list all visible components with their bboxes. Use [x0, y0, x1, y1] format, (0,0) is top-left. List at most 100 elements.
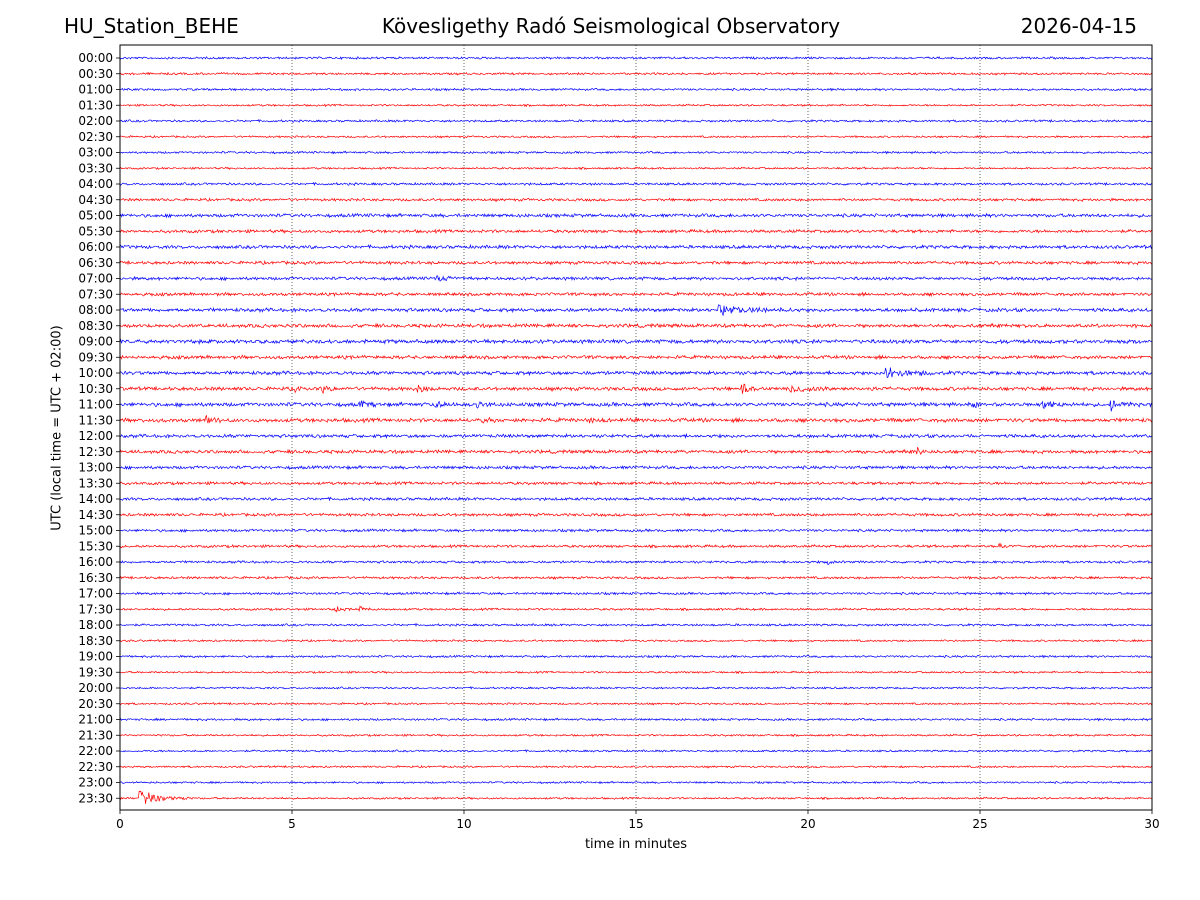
y-tick-label: 22:00	[78, 744, 113, 758]
y-tick-label: 17:00	[78, 587, 113, 601]
plot-frame	[119, 44, 1153, 811]
trace-2100	[119, 717, 1153, 722]
trace-0130	[119, 103, 1153, 108]
x-tick-label: 25	[972, 817, 987, 831]
trace-1530	[119, 542, 1153, 549]
trace-1030	[119, 383, 1152, 395]
trace-1630	[119, 575, 1153, 580]
trace-0730	[119, 291, 1153, 298]
trace-2000	[119, 686, 1153, 690]
trace-1200	[119, 432, 1153, 439]
y-tick-label: 13:00	[78, 461, 113, 475]
trace-0630	[119, 259, 1153, 266]
trace-1800	[119, 622, 1153, 627]
trace-1730	[119, 605, 1153, 613]
x-tick-label: 30	[1144, 817, 1159, 831]
y-tick-label: 18:30	[78, 634, 113, 648]
y-tick-label: 06:00	[78, 240, 113, 254]
y-tick-label: 08:00	[78, 303, 113, 317]
y-tick-label: 21:30	[78, 728, 113, 742]
y-tick-label: 09:30	[78, 350, 113, 364]
y-tick-label: 15:30	[78, 539, 113, 553]
y-tick-label: 16:00	[78, 555, 113, 569]
y-tick-label: 00:30	[78, 67, 113, 81]
y-tick-label: 03:30	[78, 161, 113, 175]
y-tick-label: 10:30	[78, 382, 113, 396]
y-tick-label: 13:30	[78, 476, 113, 490]
y-tick-label: 18:00	[78, 618, 113, 632]
y-tick-label: 12:00	[78, 429, 113, 443]
trace-0030	[119, 71, 1153, 76]
x-tick-label: 5	[288, 817, 296, 831]
trace-1000	[119, 367, 1153, 379]
trace-0100	[119, 87, 1153, 92]
y-tick-label: 11:30	[78, 413, 113, 427]
trace-0900	[119, 338, 1153, 345]
trace-2300	[119, 780, 1153, 785]
trace-0930	[119, 354, 1153, 361]
x-tick-label: 10	[456, 817, 471, 831]
y-tick-label: 04:00	[78, 177, 113, 191]
y-tick-label: 23:30	[78, 791, 113, 805]
trace-0430	[120, 197, 1153, 203]
x-tick-label: 0	[116, 817, 124, 831]
y-tick-label: 01:30	[78, 98, 113, 112]
trace-0000	[119, 55, 1153, 61]
trace-2330	[119, 790, 1153, 804]
chart-date: 2026-04-15	[1020, 14, 1137, 38]
trace-1600	[119, 559, 1153, 566]
y-tick-label: 12:30	[78, 445, 113, 459]
y-tick-label: 23:00	[78, 776, 113, 790]
y-tick-label: 15:00	[78, 524, 113, 538]
y-tick-label: 09:00	[78, 335, 113, 349]
y-tick-label: 07:00	[78, 272, 113, 286]
trace-1430	[119, 512, 1153, 518]
y-tick-label: 14:00	[78, 492, 113, 506]
y-tick-label: 05:30	[78, 224, 113, 238]
y-tick-label: 17:30	[78, 602, 113, 616]
y-tick-label: 21:00	[78, 713, 113, 727]
y-tick-label: 16:30	[78, 571, 113, 585]
trace-0400	[119, 181, 1153, 187]
trace-1230	[119, 446, 1153, 456]
trace-0200	[119, 118, 1153, 123]
trace-2230	[119, 764, 1153, 769]
y-tick-label: 02:30	[78, 130, 113, 144]
trace-1700	[120, 591, 1153, 596]
y-axis-label: UTC (local time = UTC + 02:00)	[49, 325, 65, 531]
y-tick-label: 06:30	[78, 256, 113, 270]
y-tick-label: 19:00	[78, 650, 113, 664]
y-tick-label: 00:00	[78, 51, 113, 65]
trace-2200	[119, 749, 1153, 753]
trace-1930	[119, 670, 1153, 675]
trace-1330	[119, 480, 1153, 487]
y-tick-label: 22:30	[78, 760, 113, 774]
trace-1400	[119, 496, 1153, 502]
trace-0530	[119, 228, 1153, 235]
trace-0830	[119, 322, 1153, 329]
y-tick-label: 04:30	[78, 193, 113, 207]
y-tick-label: 20:30	[78, 697, 113, 711]
trace-0500	[119, 212, 1152, 219]
y-tick-label: 03:00	[78, 146, 113, 160]
trace-0230	[119, 134, 1152, 139]
trace-1830	[119, 638, 1153, 643]
chart-title: Kövesligethy Radó Seismological Observat…	[381, 14, 841, 38]
trace-0700	[119, 275, 1153, 282]
y-tick-label: 07:30	[78, 287, 113, 301]
trace-1130	[119, 415, 1153, 424]
trace-0300	[119, 150, 1153, 155]
x-axis-label: time in minutes	[584, 837, 688, 852]
x-tick-label: 20	[800, 817, 815, 831]
trace-1300	[119, 464, 1153, 471]
x-tick-label: 15	[628, 817, 643, 831]
station-name: HU_Station_BEHE	[64, 14, 239, 38]
trace-0800	[119, 304, 1153, 316]
y-tick-label: 08:30	[78, 319, 113, 333]
y-tick-label: 14:30	[78, 508, 113, 522]
y-tick-label: 02:00	[78, 114, 113, 128]
y-tick-label: 11:00	[78, 398, 113, 412]
trace-1100	[119, 400, 1153, 412]
trace-0330	[119, 166, 1153, 171]
